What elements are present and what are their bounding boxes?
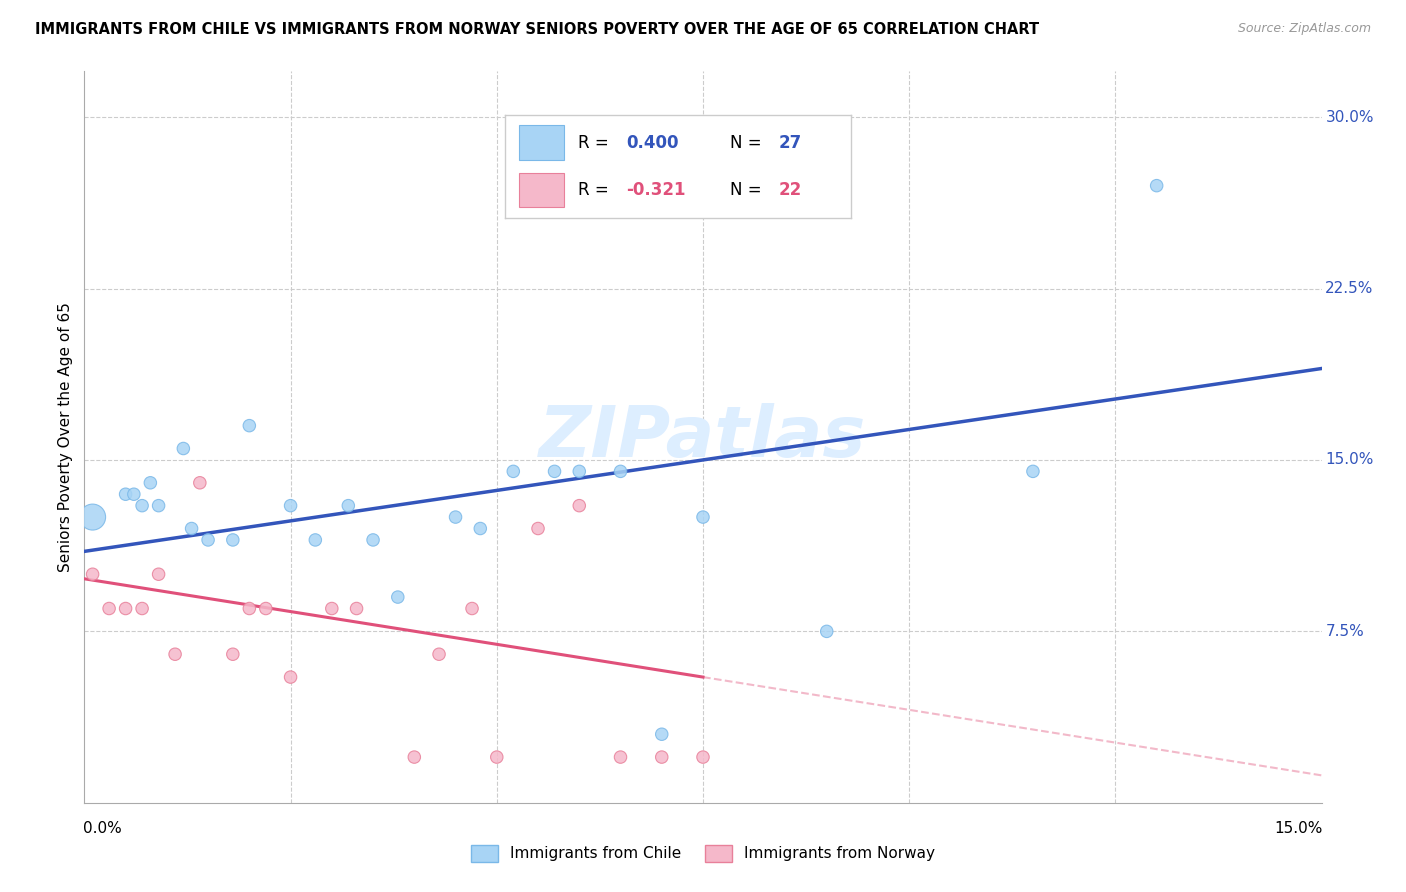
Point <box>122 487 145 501</box>
Point <box>404 750 426 764</box>
Point <box>692 510 714 524</box>
Point <box>692 750 714 764</box>
Text: N =: N = <box>730 134 768 152</box>
Point <box>1146 178 1168 193</box>
Y-axis label: Seniors Poverty Over the Age of 65: Seniors Poverty Over the Age of 65 <box>58 302 73 572</box>
Point <box>98 601 121 615</box>
Point <box>527 521 550 535</box>
Text: R =: R = <box>578 181 614 199</box>
Point <box>543 464 565 478</box>
Text: 15.0%: 15.0% <box>1326 452 1374 467</box>
Point <box>568 499 591 513</box>
Point <box>139 475 162 490</box>
Point <box>148 567 170 582</box>
Legend: Immigrants from Chile, Immigrants from Norway: Immigrants from Chile, Immigrants from N… <box>464 838 942 868</box>
Point <box>609 750 631 764</box>
Point <box>321 601 343 615</box>
Point <box>304 533 326 547</box>
Point <box>131 499 153 513</box>
Text: Source: ZipAtlas.com: Source: ZipAtlas.com <box>1237 22 1371 36</box>
Text: 22.5%: 22.5% <box>1326 281 1374 296</box>
Text: 22: 22 <box>779 181 801 199</box>
Point <box>609 464 631 478</box>
Point <box>815 624 838 639</box>
Point <box>82 567 104 582</box>
Point <box>461 601 484 615</box>
Point <box>82 510 104 524</box>
Bar <box>519 126 564 161</box>
Text: ZIPatlas: ZIPatlas <box>540 402 866 472</box>
Point <box>197 533 219 547</box>
Text: N =: N = <box>730 181 768 199</box>
Point <box>254 601 277 615</box>
Point <box>568 464 591 478</box>
Point <box>114 601 136 615</box>
Point <box>180 521 202 535</box>
Point <box>222 533 245 547</box>
Point <box>651 750 673 764</box>
Point <box>346 601 368 615</box>
Point <box>280 499 302 513</box>
Point <box>361 533 384 547</box>
Bar <box>519 172 564 208</box>
Text: 30.0%: 30.0% <box>1326 110 1374 125</box>
Text: 15.0%: 15.0% <box>1274 821 1323 836</box>
Point <box>222 647 245 661</box>
Text: 0.400: 0.400 <box>626 134 679 152</box>
Point <box>280 670 302 684</box>
Point <box>1022 464 1045 478</box>
Point <box>485 750 508 764</box>
Point <box>444 510 467 524</box>
Point <box>172 442 194 456</box>
Point <box>188 475 211 490</box>
Text: 27: 27 <box>779 134 801 152</box>
Point <box>651 727 673 741</box>
Text: R =: R = <box>578 134 614 152</box>
Point <box>165 647 187 661</box>
Point <box>148 499 170 513</box>
Point <box>131 601 153 615</box>
Point <box>470 521 492 535</box>
Text: IMMIGRANTS FROM CHILE VS IMMIGRANTS FROM NORWAY SENIORS POVERTY OVER THE AGE OF : IMMIGRANTS FROM CHILE VS IMMIGRANTS FROM… <box>35 22 1039 37</box>
Point <box>427 647 450 661</box>
Point <box>238 601 260 615</box>
Text: -0.321: -0.321 <box>626 181 686 199</box>
Point <box>337 499 360 513</box>
Point <box>238 418 260 433</box>
Point <box>114 487 136 501</box>
Point <box>502 464 524 478</box>
Text: 7.5%: 7.5% <box>1326 624 1364 639</box>
Point <box>387 590 409 604</box>
Text: 0.0%: 0.0% <box>83 821 122 836</box>
